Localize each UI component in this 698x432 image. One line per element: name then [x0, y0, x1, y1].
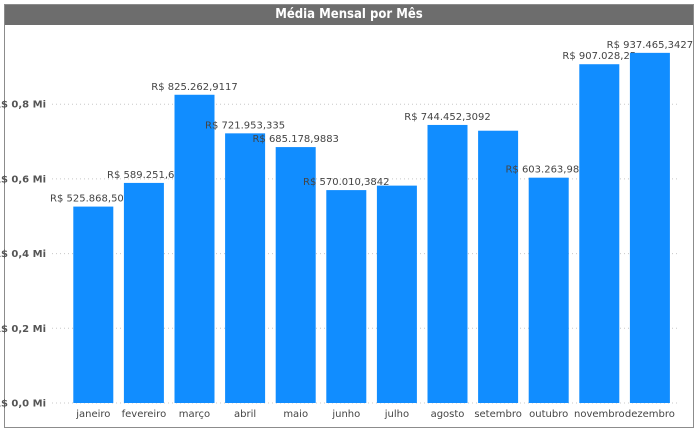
data-label: R$ 603.263,9875 — [505, 165, 591, 176]
y-tick-label: R$ 0,8 Mi — [0, 100, 46, 111]
data-label: R$ 721.953,335 — [205, 120, 285, 131]
x-tick-label: março — [179, 409, 210, 420]
x-tick-label: dezembro — [625, 409, 675, 420]
data-label: R$ 570.010,3842 — [303, 177, 389, 188]
bar — [478, 130, 519, 403]
x-tick-label: agosto — [431, 409, 465, 420]
data-label: R$ 525.868,5008 — [50, 194, 136, 205]
bar — [376, 185, 417, 403]
x-tick-label: outubro — [529, 409, 568, 420]
bar — [123, 182, 164, 403]
x-tick-label: fevereiro — [122, 409, 167, 420]
bar — [275, 147, 316, 403]
x-tick-label: janeiro — [75, 409, 110, 420]
x-tick-label: setembro — [474, 409, 522, 420]
bar — [326, 190, 367, 403]
bar — [629, 52, 670, 404]
y-tick-label: R$ 0,2 Mi — [0, 324, 46, 335]
y-tick-label: R$ 0,6 Mi — [0, 174, 46, 185]
x-tick-label: julho — [384, 409, 409, 420]
x-tick-label: maio — [283, 409, 308, 420]
data-label: R$ 907.028,25 — [562, 51, 636, 62]
bar — [528, 177, 569, 403]
x-tick-label: abril — [234, 409, 256, 420]
x-tick-label: novembro — [574, 409, 625, 420]
y-tick-label: R$ 0,0 Mi — [0, 399, 46, 410]
data-label: R$ 825.262,9117 — [151, 82, 237, 93]
bar — [73, 206, 114, 403]
chart-title: Média Mensal por Mês — [5, 5, 693, 25]
y-tick-label: R$ 0,4 Mi — [0, 249, 46, 260]
data-label: R$ 589.251,66 — [107, 170, 181, 181]
data-label: R$ 937.465,3427 — [607, 40, 693, 51]
data-label: R$ 744.452,3092 — [404, 112, 490, 123]
bar — [225, 133, 266, 403]
data-label: R$ 685.178,9883 — [252, 134, 338, 145]
bar — [174, 94, 215, 403]
bar — [427, 124, 468, 404]
bar — [579, 64, 620, 403]
x-tick-label: junho — [331, 409, 360, 420]
